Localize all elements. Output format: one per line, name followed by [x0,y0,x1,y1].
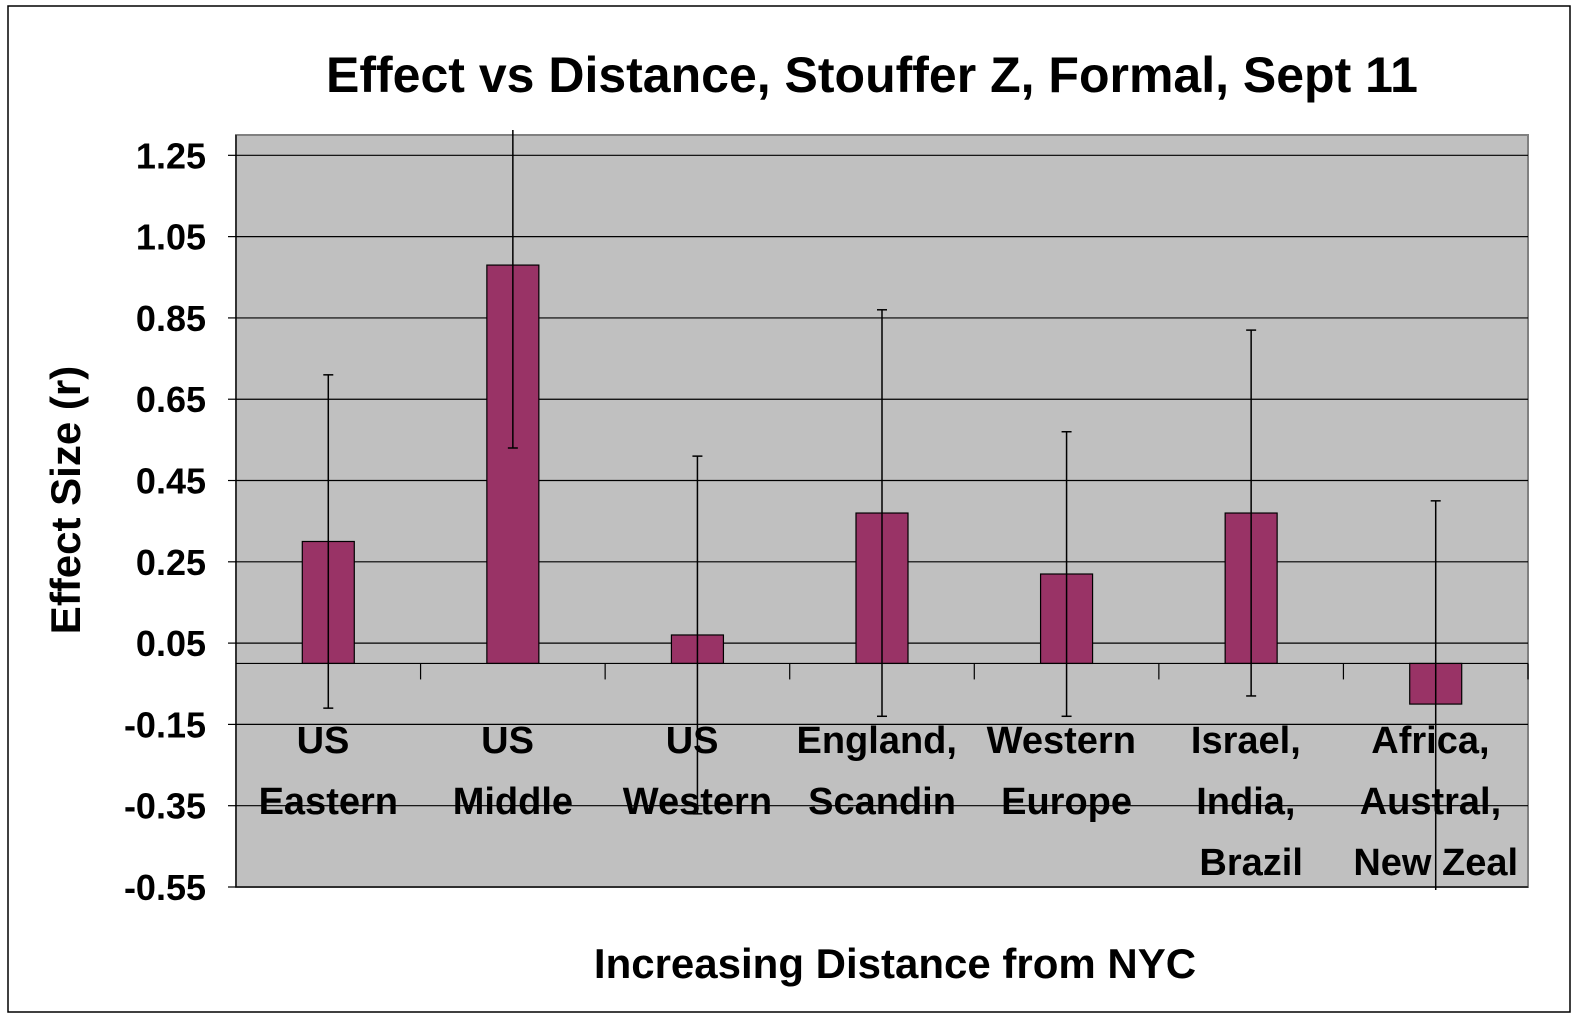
y-tick-label: -0.15 [124,704,206,745]
x-tick-label: US Eastern [259,720,398,823]
y-tick-label: -0.35 [124,786,206,827]
y-axis-title: Effect Size (r) [42,366,89,634]
x-axis-title: Increasing Distance from NYC [594,940,1196,987]
x-tick-label: Africa, Austral, New Zeal [1353,720,1518,884]
y-tick-label: 0.25 [136,542,206,583]
y-tick-label: 1.05 [136,217,206,258]
y-tick-label: -0.55 [124,867,206,908]
x-tick-label: Israel, India, Brazil [1191,720,1311,884]
y-tick-label: 0.85 [136,298,206,339]
x-tick-label: US Western [623,720,772,823]
y-tick-label: 0.05 [136,623,206,664]
x-tick-label: US Middle [453,720,573,823]
x-tick-label: England, Scandin [797,720,968,823]
y-tick-label: 0.65 [136,379,206,420]
x-tick-label: Western Europe [987,720,1147,823]
chart-title: Effect vs Distance, Stouffer Z, Formal, … [326,47,1418,103]
y-tick-label: 1.25 [136,135,206,176]
y-tick-label: 0.45 [136,461,206,502]
